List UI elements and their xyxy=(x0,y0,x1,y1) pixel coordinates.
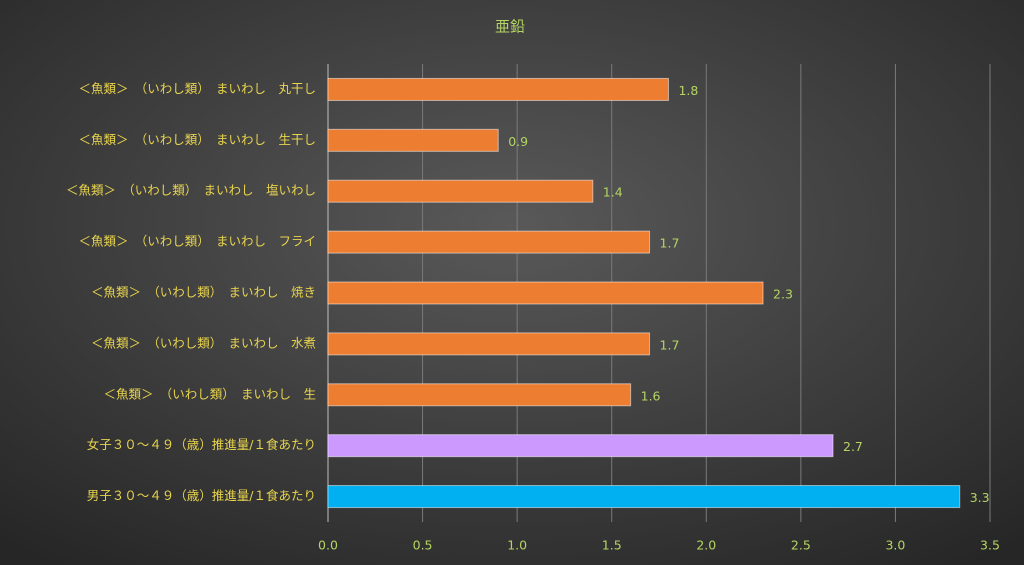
x-tick-label: 0.5 xyxy=(413,538,433,553)
x-tick-label: 1.5 xyxy=(602,538,622,553)
y-tick-label: ＜魚類＞ （いわし類） まいわし 生干し xyxy=(78,132,316,147)
x-tick-label: 1.0 xyxy=(507,538,527,553)
bar xyxy=(327,281,764,305)
y-tick-label: ＜魚類＞ （いわし類） まいわし フライ xyxy=(78,234,316,249)
y-tick-label: ＜魚類＞ （いわし類） まいわし 生 xyxy=(103,386,316,401)
value-label: 0.9 xyxy=(508,134,528,149)
y-tick-label: ＜魚類＞ （いわし類） まいわし 丸干し xyxy=(78,81,316,96)
bar xyxy=(327,77,669,101)
bar xyxy=(327,383,632,407)
x-tick-label: 2.5 xyxy=(791,538,811,553)
y-tick-label: ＜魚類＞ （いわし類） まいわし 焼き xyxy=(91,285,316,300)
bar xyxy=(327,179,594,203)
value-label: 1.7 xyxy=(660,236,680,251)
bar xyxy=(327,434,834,458)
y-tick-label: ＜魚類＞ （いわし類） まいわし 塩いわし xyxy=(66,183,316,198)
x-tick-label: 0.0 xyxy=(318,538,338,553)
value-label: 2.7 xyxy=(843,439,863,454)
value-label: 1.7 xyxy=(660,337,680,352)
value-label: 1.8 xyxy=(678,83,698,98)
bar xyxy=(327,332,651,356)
value-label: 2.3 xyxy=(773,287,793,302)
bar xyxy=(327,485,961,509)
bar xyxy=(327,128,499,152)
x-tick-label: 3.5 xyxy=(980,538,1000,553)
x-tick-label: 3.0 xyxy=(885,538,905,553)
x-tick-label: 2.0 xyxy=(696,538,716,553)
bar xyxy=(327,230,651,254)
y-tick-label: 女子３０～４９（歳）推進量/１食あたり xyxy=(87,437,316,452)
y-tick-label: 男子３０～４９（歳）推進量/１食あたり xyxy=(87,488,316,503)
value-label: 1.6 xyxy=(641,388,661,403)
y-tick-label: ＜魚類＞ （いわし類） まいわし 水煮 xyxy=(91,335,316,350)
value-label: 3.3 xyxy=(970,490,990,505)
chart-title: 亜鉛 xyxy=(495,18,525,36)
value-label: 1.4 xyxy=(603,185,623,200)
